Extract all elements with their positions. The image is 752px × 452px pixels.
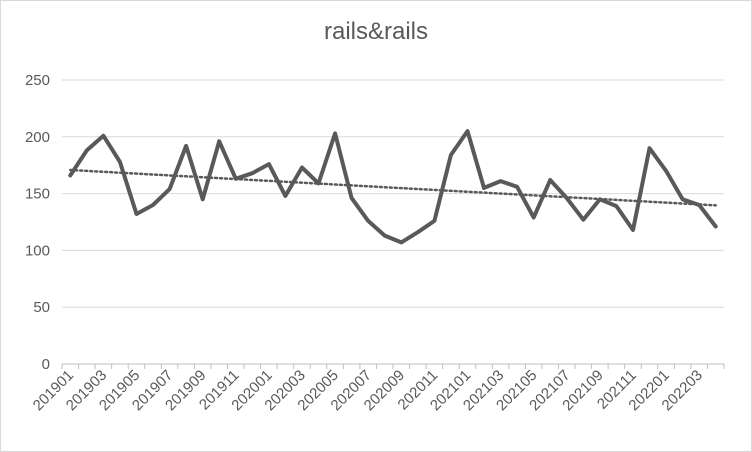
y-tick-label: 250 [25, 72, 50, 89]
y-tick-label: 0 [42, 356, 50, 373]
y-tick-label: 150 [25, 186, 50, 203]
y-tick-label: 100 [25, 242, 50, 259]
y-tick-label: 50 [33, 299, 50, 316]
gridlines [62, 79, 724, 308]
trendline [69, 168, 717, 207]
y-tick-label: 200 [25, 129, 50, 146]
y-axis-ticks: 0 50 100 150 200 250 [25, 72, 50, 373]
series-line [68, 129, 718, 245]
chart-title: rails&rails [323, 18, 428, 45]
trendline-group [69, 168, 717, 207]
x-axis-ticks: 2019012019032019052019072019092019112020… [30, 367, 706, 414]
series-group [68, 129, 718, 245]
x-axis [61, 363, 725, 369]
